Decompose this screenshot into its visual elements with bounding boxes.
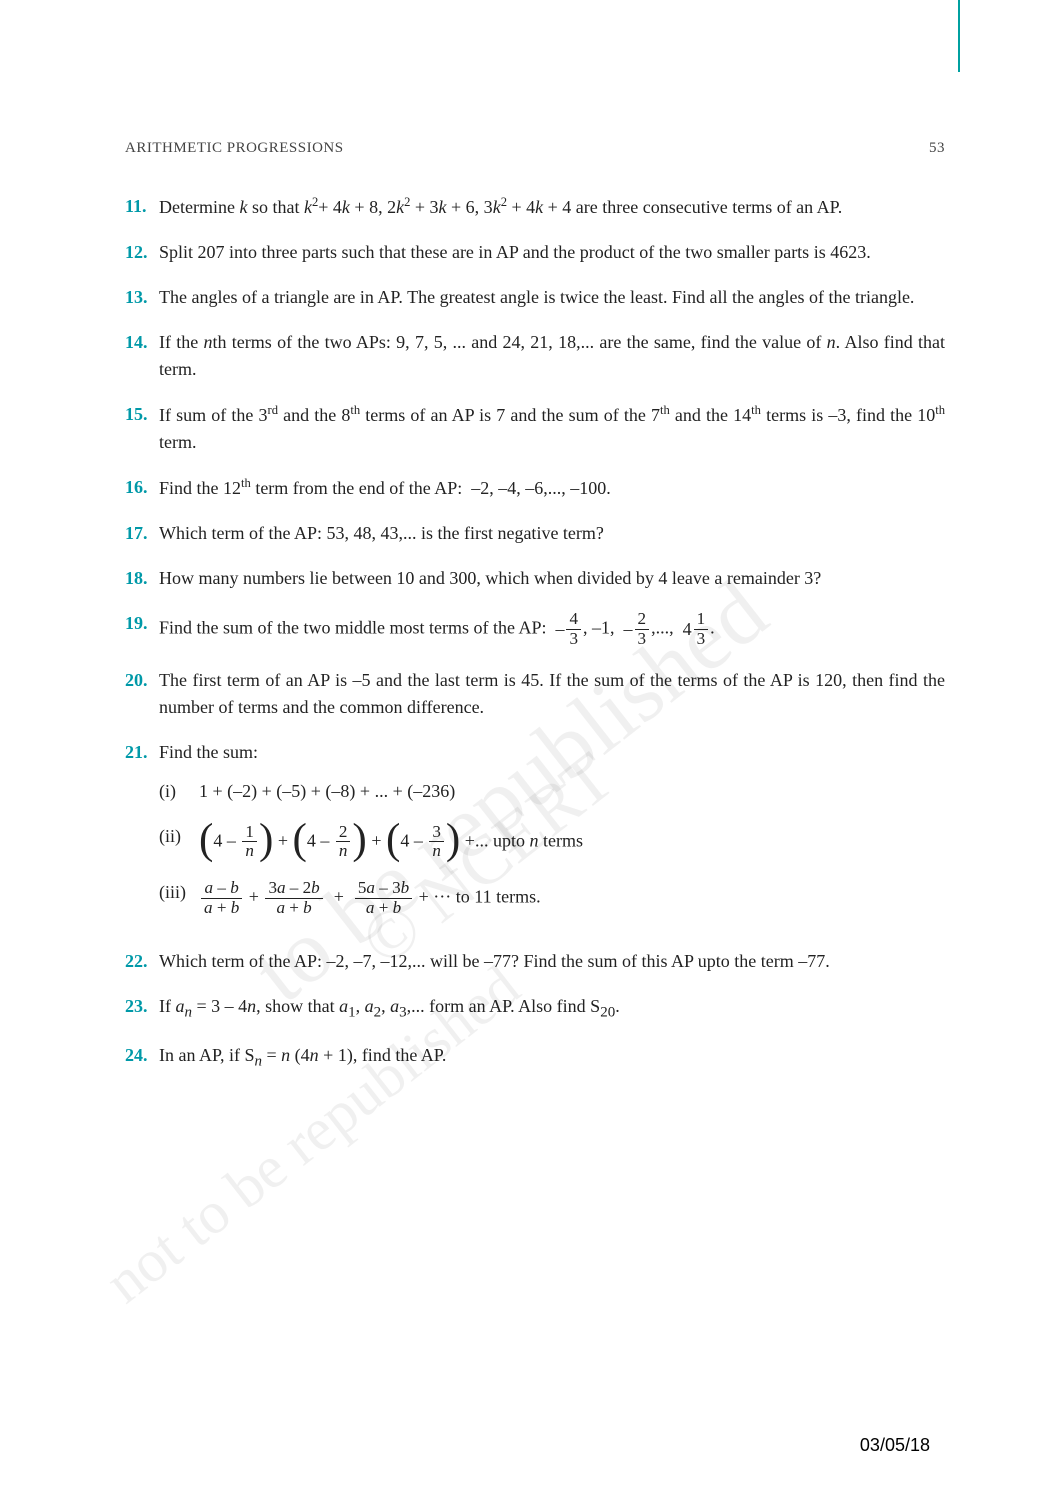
sub-label: (ii) (159, 823, 199, 862)
problem-19: 19. Find the sum of the two middle most … (125, 610, 945, 649)
problem-number: 18. (125, 565, 159, 592)
problem-body: Find the sum of the two middle most term… (159, 610, 945, 649)
problem-number: 12. (125, 239, 159, 266)
problem-number: 20. (125, 667, 159, 721)
problem-body: If sum of the 3rd and the 8th terms of a… (159, 401, 945, 456)
problem-body: Split 207 into three parts such that the… (159, 239, 945, 266)
problem-body: The angles of a triangle are in AP. The … (159, 284, 945, 311)
problem-number: 17. (125, 520, 159, 547)
problem-14: 14. If the nth terms of the two APs: 9, … (125, 329, 945, 383)
problem-body: Find the sum: (i) 1 + (–2) + (–5) + (–8)… (159, 739, 945, 930)
problem-number: 19. (125, 610, 159, 649)
problem-body: Determine k so that k2+ 4k + 8, 2k2 + 3k… (159, 193, 945, 221)
problem-number: 13. (125, 284, 159, 311)
problem-body: How many numbers lie between 10 and 300,… (159, 565, 945, 592)
sub-body: a – ba + b + 3a – 2ba + b + 5a – 3ba + b… (199, 879, 945, 918)
chapter-title: ARITHMETIC PROGRESSIONS (125, 140, 344, 157)
sub-body: (4 – 1n) + (4 – 2n) + (4 – 3n) +... upto… (199, 823, 945, 862)
problem-body: Find the 12th term from the end of the A… (159, 474, 945, 502)
problem-body: If an = 3 – 4n, show that a1, a2, a3,...… (159, 993, 945, 1024)
problem-23: 23. If an = 3 – 4n, show that a1, a2, a3… (125, 993, 945, 1024)
problem-number: 21. (125, 739, 159, 930)
problem-15: 15. If sum of the 3rd and the 8th terms … (125, 401, 945, 456)
problem-number: 23. (125, 993, 159, 1024)
problem-number: 24. (125, 1042, 159, 1073)
sub-label: (i) (159, 778, 199, 805)
problem-number: 22. (125, 948, 159, 975)
subitem-ii: (ii) (4 – 1n) + (4 – 2n) + (4 – 3n) +...… (159, 823, 945, 862)
subitem-iii: (iii) a – ba + b + 3a – 2ba + b + 5a – 3… (159, 879, 945, 918)
problem-12: 12. Split 207 into three parts such that… (125, 239, 945, 266)
problem-16: 16. Find the 12th term from the end of t… (125, 474, 945, 502)
page-header: ARITHMETIC PROGRESSIONS 53 (125, 140, 945, 157)
problem-24: 24. In an AP, if Sn = n (4n + 1), find t… (125, 1042, 945, 1073)
problem-20: 20. The first term of an AP is –5 and th… (125, 667, 945, 721)
problem-body: In an AP, if Sn = n (4n + 1), find the A… (159, 1042, 945, 1073)
subitem-i: (i) 1 + (–2) + (–5) + (–8) + ... + (–236… (159, 778, 945, 805)
sub-label: (iii) (159, 879, 199, 918)
page-number: 53 (929, 140, 945, 157)
problem-body: Which term of the AP: 53, 48, 43,... is … (159, 520, 945, 547)
problem-22: 22. Which term of the AP: –2, –7, –12,..… (125, 948, 945, 975)
problem-number: 16. (125, 474, 159, 502)
problem-18: 18. How many numbers lie between 10 and … (125, 565, 945, 592)
problem-11: 11. Determine k so that k2+ 4k + 8, 2k2 … (125, 193, 945, 221)
footer-date: 03/05/18 (860, 1435, 930, 1456)
problem-21: 21. Find the sum: (i) 1 + (–2) + (–5) + … (125, 739, 945, 930)
problem-body: If the nth terms of the two APs: 9, 7, 5… (159, 329, 945, 383)
problem-number: 14. (125, 329, 159, 383)
sub-body: 1 + (–2) + (–5) + (–8) + ... + (–236) (199, 778, 945, 805)
problem-body: The first term of an AP is –5 and the la… (159, 667, 945, 721)
problem-number: 15. (125, 401, 159, 456)
problem-body: Which term of the AP: –2, –7, –12,... wi… (159, 948, 945, 975)
problem-number: 11. (125, 193, 159, 221)
problem-13: 13. The angles of a triangle are in AP. … (125, 284, 945, 311)
problem-lead: Find the sum: (159, 742, 258, 762)
problem-17: 17. Which term of the AP: 53, 48, 43,...… (125, 520, 945, 547)
page-content: © NCERT to be republished not to be repu… (0, 0, 1050, 1151)
